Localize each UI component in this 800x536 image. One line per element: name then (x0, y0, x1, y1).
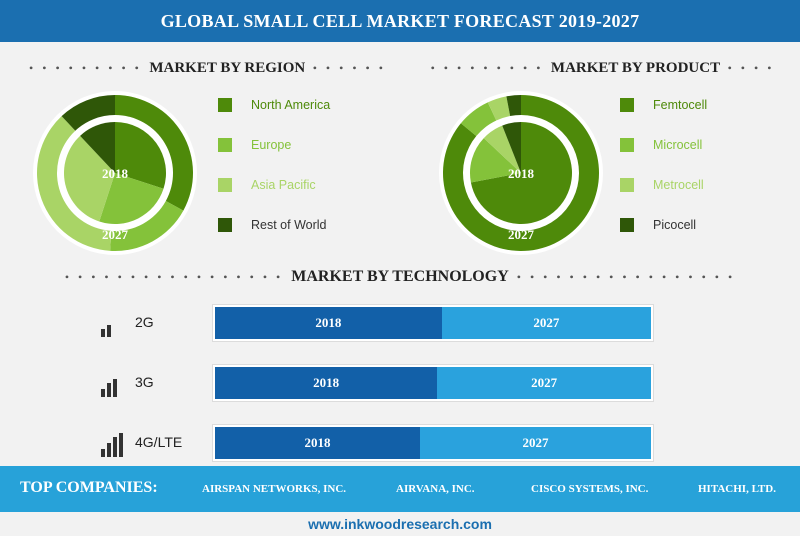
region-donut-chart: 2018 2027 (33, 91, 197, 255)
inner-pie-2018-slice (470, 122, 572, 224)
bar-segment-2018: 2018 (215, 307, 442, 339)
bar-segment-2018: 2018 (215, 367, 438, 399)
inner-pie-2018-slice (483, 125, 521, 173)
legend-swatch (620, 98, 634, 112)
inner-pie-2018-slice (502, 122, 521, 173)
signal-bars-icon (101, 379, 117, 397)
website-link[interactable]: www.inkwoodresearch.com (308, 516, 492, 532)
signal-bar (107, 325, 111, 337)
technology-label: 3G (135, 374, 154, 390)
signal-bar (101, 449, 105, 457)
bar-segment-2027: 2027 (441, 307, 651, 339)
legend-swatch (620, 178, 634, 192)
inner-pie-2018-slice (64, 135, 115, 222)
company-name: CISCO SYSTEMS, INC. (531, 483, 649, 495)
inner-pie-2018-slice (470, 138, 521, 183)
legend-label: Femtocell (653, 98, 708, 112)
bar-segment-2018: 2018 (215, 427, 420, 459)
outer-ring-2027-slice (110, 200, 184, 251)
outer-ring-2027-slice (37, 116, 112, 251)
legend-item: Femtocell (620, 85, 707, 125)
legend-label: Asia Pacific (251, 178, 316, 192)
region-section-heading: • • • • • • • • • MARKET BY REGION • • •… (29, 60, 386, 76)
inner-pie-2018-slice (115, 122, 166, 189)
signal-bar (113, 379, 117, 397)
legend-label: Microcell (653, 138, 703, 152)
bar-segment-2027: 2027 (437, 367, 651, 399)
technology-row: 3G 2018 2027 (95, 365, 655, 401)
signal-bar (119, 433, 123, 457)
inner-year-label: 2018 (102, 166, 129, 181)
legend-item: Microcell (620, 125, 707, 165)
legend-swatch (218, 218, 232, 232)
legend-item: Metrocell (620, 165, 707, 205)
outer-year-label: 2027 (102, 227, 129, 242)
signal-bar (107, 383, 111, 397)
top-companies-banner: TOP COMPANIES: AIRSPAN NETWORKS, INC. AI… (0, 466, 800, 512)
legend-item: Asia Pacific (218, 165, 330, 205)
outer-year-label: 2027 (508, 227, 535, 242)
legend-item: Europe (218, 125, 330, 165)
company-name: HITACHI, LTD. (698, 483, 776, 495)
top-companies-title: TOP COMPANIES: (20, 479, 158, 496)
technology-label: 4G/LTE (135, 434, 183, 450)
legend-item: North America (218, 85, 330, 125)
signal-bar (101, 389, 105, 397)
outer-ring-2027-slice (115, 95, 193, 211)
technology-stacked-bar: 2018 2027 (213, 305, 653, 341)
outer-ring-2027-slice (487, 96, 511, 121)
signal-bars-icon (101, 325, 111, 337)
outer-ring-2027-slice (460, 102, 497, 137)
legend-swatch (620, 138, 634, 152)
technology-row: 2G 2018 2027 (95, 305, 655, 341)
legend-label: Rest of World (251, 218, 327, 232)
legend-item: Rest of World (218, 205, 330, 245)
product-donut-chart: 2018 2027 (439, 91, 603, 255)
technology-section-heading: • • • • • • • • • • • • • • • • • MARKET… (64, 268, 736, 285)
signal-bars-icon (101, 433, 123, 457)
technology-label: 2G (135, 314, 154, 330)
inner-pie-2018-slice (99, 173, 164, 224)
product-section-heading: • • • • • • • • • MARKET BY PRODUCT • • … (430, 60, 775, 76)
technology-row: 4G/LTE 2018 2027 (95, 425, 655, 461)
legend-label: Metrocell (653, 178, 704, 192)
technology-stacked-bar: 2018 2027 (213, 365, 653, 401)
legend-swatch (620, 218, 634, 232)
signal-bar (101, 329, 105, 337)
legend-label: North America (251, 98, 331, 112)
bar-segment-2027: 2027 (419, 427, 651, 459)
signal-bar (113, 437, 117, 457)
legend-swatch (218, 98, 232, 112)
technology-stacked-bar: 2018 2027 (213, 425, 653, 461)
legend-swatch (218, 178, 232, 192)
legend-swatch (218, 138, 232, 152)
company-name: AIRSPAN NETWORKS, INC. (202, 483, 347, 495)
inner-pie-2018-slice (80, 122, 115, 173)
legend-label: Picocell (653, 218, 697, 232)
company-name: AIRVANA, INC. (396, 483, 475, 495)
outer-ring-2027-slice (506, 95, 521, 117)
signal-bar (107, 443, 111, 457)
legend-label: Europe (251, 138, 292, 152)
inner-year-label: 2018 (508, 166, 535, 181)
product-legend: Femtocell Microcell Metrocell Picocell (620, 85, 707, 245)
legend-item: Picocell (620, 205, 707, 245)
region-legend: North America Europe Asia Pacific Rest of W… (218, 85, 330, 245)
outer-ring-2027-slice (61, 95, 115, 131)
page-title: GLOBAL SMALL CELL MARKET FORECAST 2019-2… (0, 0, 800, 42)
